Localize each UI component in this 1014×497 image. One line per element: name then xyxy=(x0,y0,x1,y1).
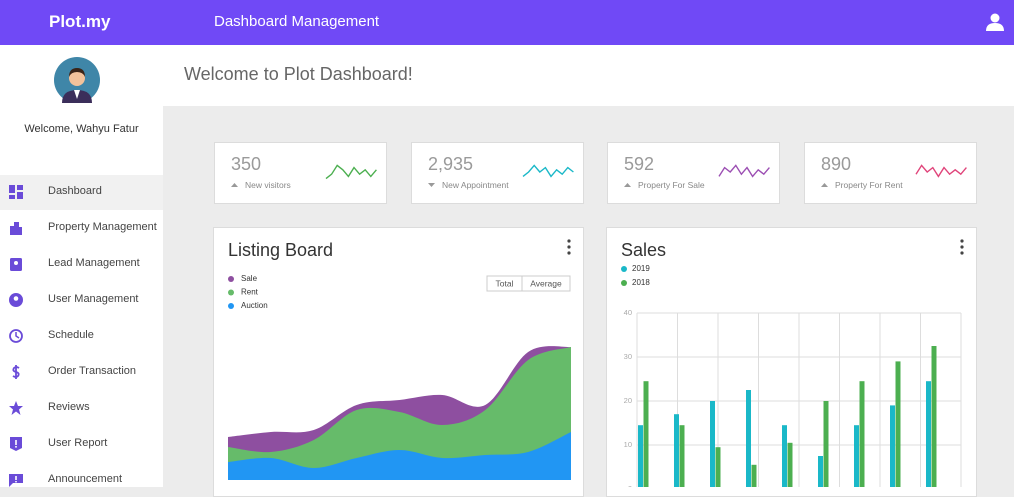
welcome-bar: Welcome to Plot Dashboard! xyxy=(163,45,1014,106)
more-menu[interactable] xyxy=(959,239,965,255)
menu-icon xyxy=(10,437,22,451)
menu-icon xyxy=(10,222,22,235)
stat-card xyxy=(607,142,780,204)
user-icon[interactable] xyxy=(986,13,1004,31)
menu-item[interactable]: Order Transaction xyxy=(48,365,137,377)
brand[interactable]: Plot.my xyxy=(49,12,111,31)
avatar xyxy=(54,57,100,103)
header-title: Dashboard Management xyxy=(214,13,380,30)
menu-icon xyxy=(9,329,23,343)
menu-icon xyxy=(9,185,23,199)
sales-card: Sales xyxy=(606,227,977,497)
sales-title: Sales xyxy=(621,240,667,260)
active-item-bg xyxy=(0,175,163,210)
stat-card xyxy=(411,142,584,204)
more-menu[interactable] xyxy=(566,239,572,255)
menu-item[interactable]: Lead Management xyxy=(48,257,140,269)
menu-icon xyxy=(9,293,23,307)
menu-item[interactable]: User Management xyxy=(48,293,139,305)
listing-card: Listing Board xyxy=(213,227,584,497)
menu-item[interactable]: Property Management xyxy=(48,221,157,233)
menu-icon xyxy=(9,474,23,487)
stat-value: 592 xyxy=(624,154,655,174)
stat-label: Property For Sale xyxy=(638,180,705,190)
menu-item[interactable]: Dashboard xyxy=(48,185,102,197)
stat-label: New Appointment xyxy=(442,180,509,190)
listing-title: Listing Board xyxy=(228,240,334,260)
menu-icon xyxy=(12,365,20,379)
sidebar: Welcome, Wahyu Fatur Dashboard Property M… xyxy=(0,45,163,487)
stat-value: 890 xyxy=(821,154,852,174)
welcome-user: Welcome, Wahyu Fatur xyxy=(24,123,139,135)
menu-item[interactable]: Announcement xyxy=(48,473,122,485)
menu-item[interactable]: User Report xyxy=(48,437,108,449)
page-title: Welcome to Plot Dashboard! xyxy=(184,64,413,84)
menu-item[interactable]: Schedule xyxy=(48,329,94,341)
top-bar: Plot.my Dashboard Management xyxy=(0,0,1014,45)
stat-value: 350 xyxy=(231,154,262,174)
menu-icon xyxy=(9,401,23,415)
stat-label: Property For Rent xyxy=(835,180,903,190)
menu-item[interactable]: Reviews xyxy=(48,401,90,413)
menu-icon xyxy=(10,258,22,271)
stat-label: New visitors xyxy=(245,180,291,190)
stat-value: 2,935 xyxy=(428,154,474,174)
